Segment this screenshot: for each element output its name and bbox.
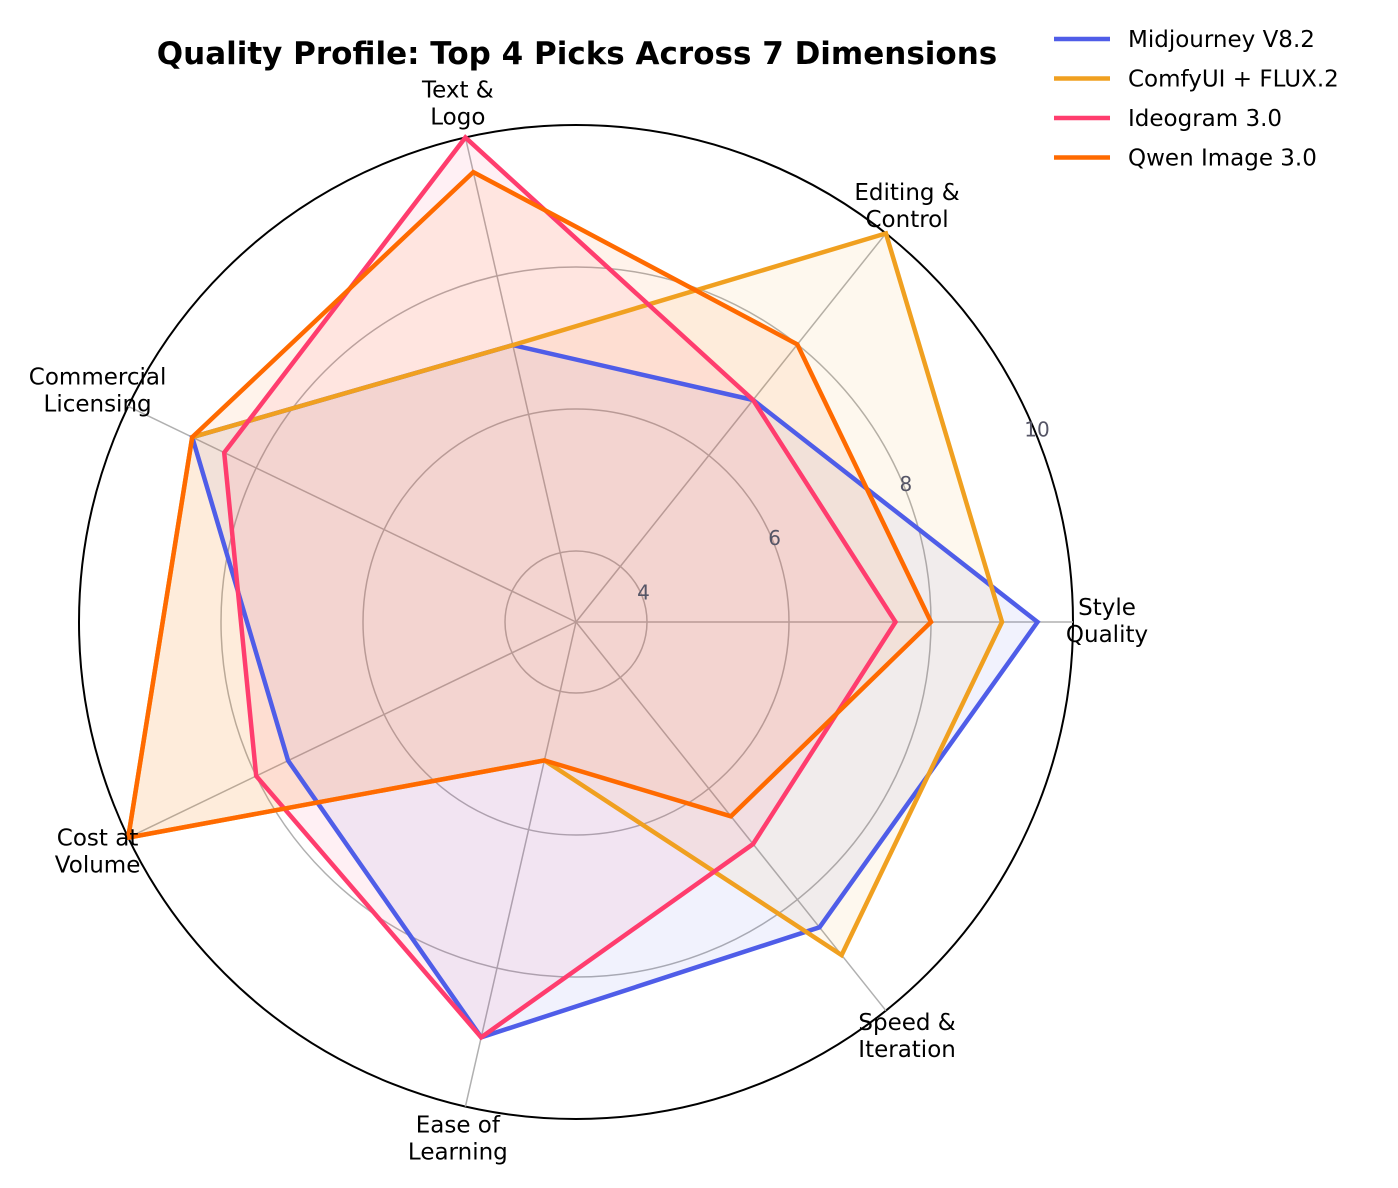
series-fill: [128, 172, 931, 838]
radial-tick-label: 6: [768, 526, 781, 550]
axis-spoke: [127, 621, 577, 839]
series-lines: [125, 134, 1041, 1041]
axis-label: Cost at Volume: [55, 825, 141, 878]
series-fill: [224, 137, 896, 1038]
axis-label: Text & Logo: [421, 77, 494, 130]
axis-spoke: [127, 405, 577, 623]
series-fill: [192, 345, 1038, 1038]
legend-entry: Qwen Image 3.0: [1128, 146, 1317, 172]
axis-spoke: [464, 621, 577, 1107]
radial-tick-label: 4: [637, 581, 650, 605]
axis-labels: Style Quality Editing & Control Text & Logo Co…: [29, 77, 1148, 1165]
radial-tick-label: 8: [899, 472, 912, 496]
legend-entry: ComfyUI + FLUX.2: [1128, 67, 1339, 93]
axis-spoke: [464, 137, 577, 623]
series-line: [221, 134, 899, 1041]
radial-tick-label: 10: [1024, 418, 1049, 442]
series-fills: [128, 137, 1038, 1038]
chart-title: Quality Profile: Top 4 Picks Across 7 Di…: [157, 36, 997, 72]
legend: Midjourney V8.2 ComfyUI + FLUX.2 Ideogram …: [1054, 27, 1339, 172]
axis-spoke: [575, 232, 887, 623]
axis-label: Style Quality: [1066, 595, 1148, 648]
series-fill: [128, 233, 1002, 956]
legend-entry: Ideogram 3.0: [1128, 106, 1282, 132]
radial-ticks: 4 6 8 10: [637, 418, 1050, 605]
axis-label: Commercial Licensing: [29, 365, 167, 418]
series-line: [125, 169, 934, 841]
axis-label: Speed & Iteration: [858, 1010, 956, 1063]
axis-label: Ease of Learning: [408, 1113, 508, 1166]
axis-label: Editing & Control: [854, 180, 959, 233]
legend-entry: Midjourney V8.2: [1128, 27, 1315, 53]
